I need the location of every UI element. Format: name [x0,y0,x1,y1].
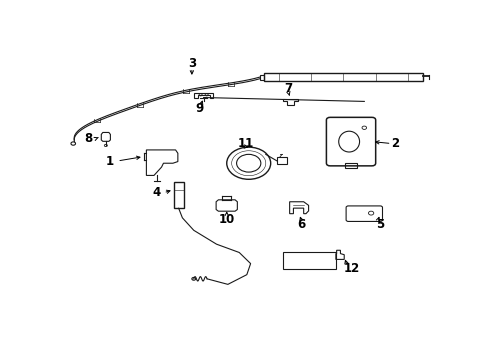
Text: 5: 5 [376,218,384,231]
Text: 4: 4 [152,186,161,199]
Text: 3: 3 [187,58,196,71]
Text: 10: 10 [218,213,234,226]
Bar [173,182,183,208]
Text: 6: 6 [297,218,305,231]
Text: 9: 9 [195,102,203,116]
Text: 11: 11 [237,137,253,150]
Bar [264,73,422,81]
Text: 2: 2 [390,137,399,150]
Bar [345,163,356,168]
Text: 8: 8 [84,132,92,145]
Text: 1: 1 [105,154,113,167]
Text: 7: 7 [284,82,292,95]
Text: 12: 12 [343,262,359,275]
Bar [282,252,335,269]
